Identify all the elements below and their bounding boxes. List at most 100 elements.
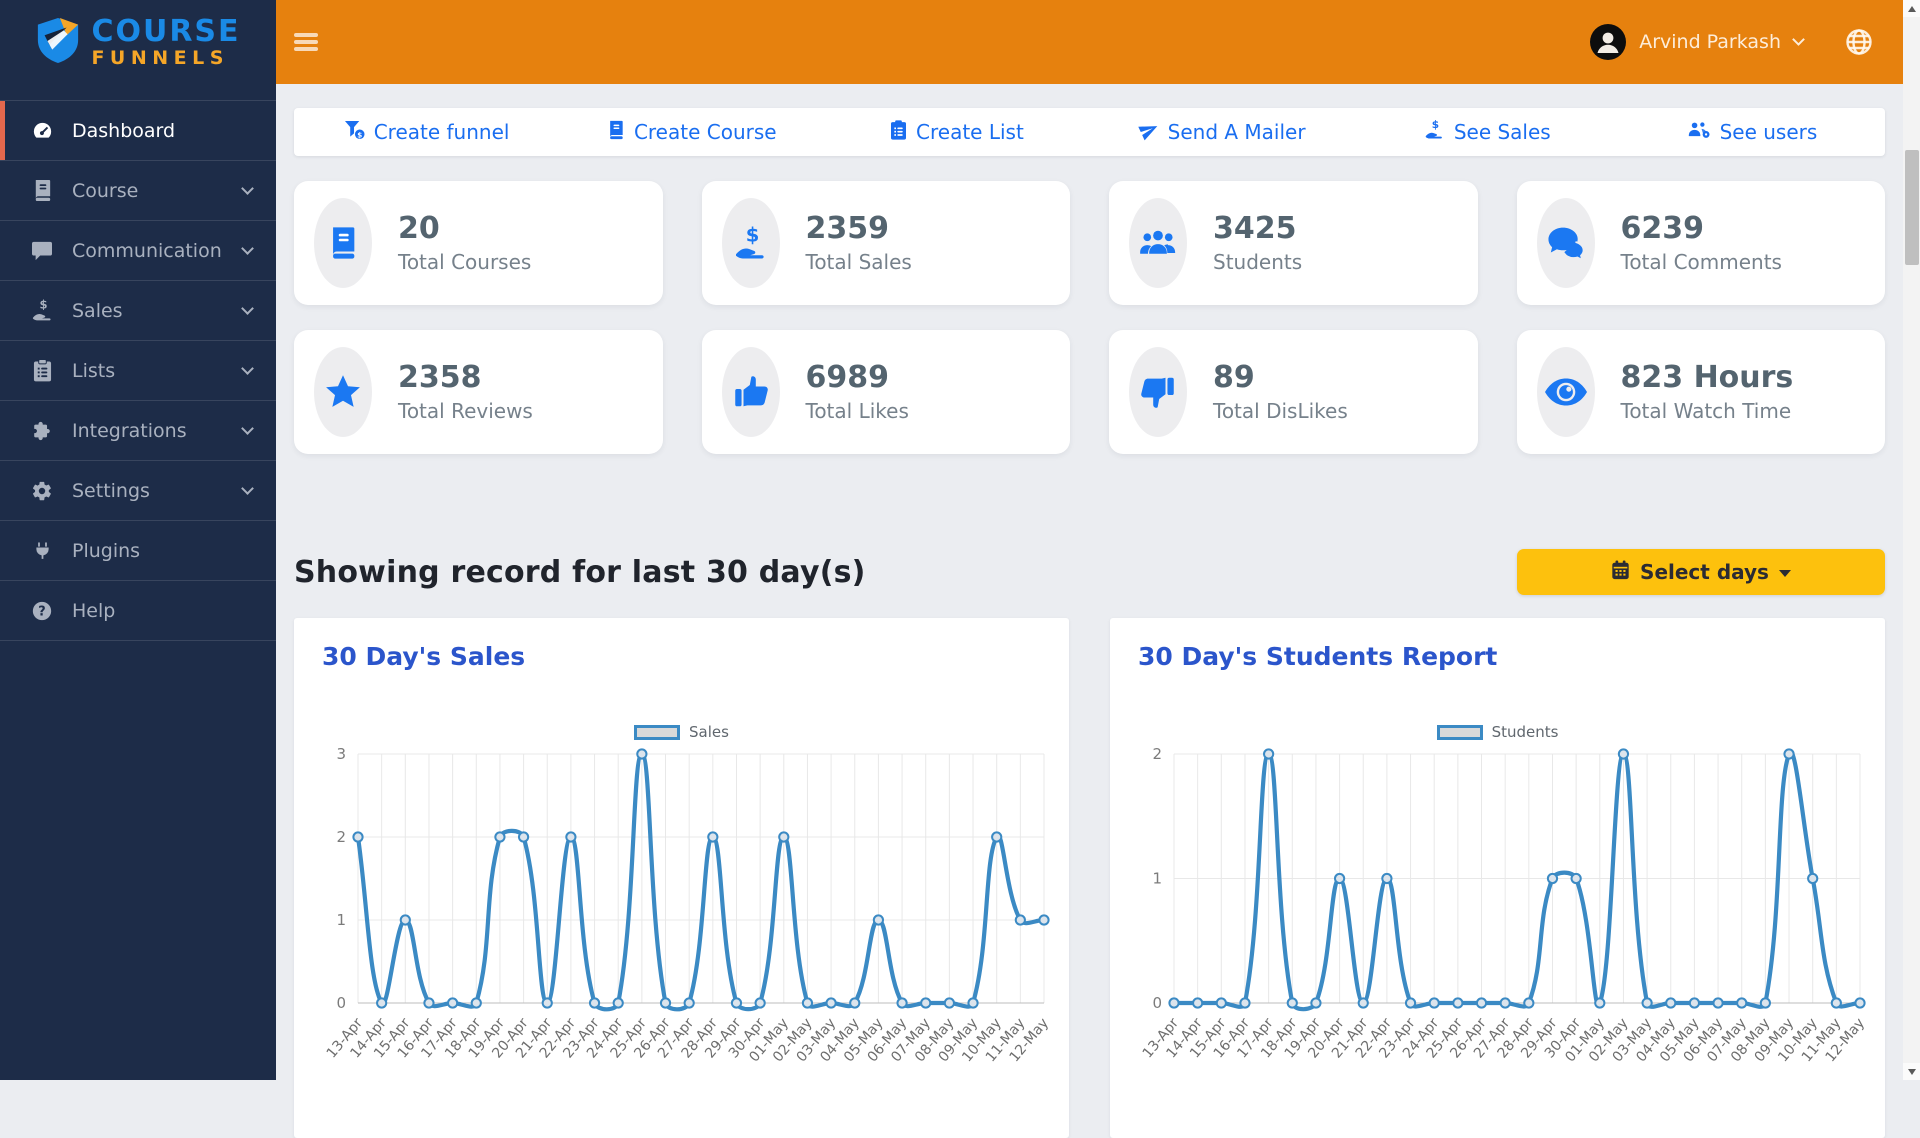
- students-chart-legend[interactable]: Students: [1110, 723, 1885, 741]
- sidebar-item-integrations[interactable]: Integrations: [0, 401, 276, 461]
- svg-text:0: 0: [1152, 994, 1162, 1012]
- create-list-button[interactable]: Create List: [824, 120, 1089, 145]
- comment-icon: [30, 239, 54, 263]
- funnel-dollar-icon: $: [344, 120, 365, 145]
- stat-value: 6989: [806, 361, 909, 396]
- stat-value: 89: [1213, 361, 1348, 396]
- scrollbar-up-arrow[interactable]: [1903, 0, 1920, 17]
- stat-cards: 20 Total Courses $ 2359 Total Sales 3425…: [294, 181, 1885, 454]
- scrollbar-down-arrow[interactable]: [1903, 1063, 1920, 1080]
- stat-value: 2358: [398, 361, 533, 396]
- stat-value: 6239: [1621, 212, 1782, 247]
- scrollbar-thumb[interactable]: [1905, 150, 1919, 265]
- sidebar-item-label: Sales: [72, 300, 243, 322]
- thumbs-down-icon: [1129, 347, 1187, 437]
- logo-text-course: COURSE: [91, 17, 240, 47]
- users-icon: [1129, 198, 1187, 288]
- sidebar-item-dashboard[interactable]: Dashboard: [0, 101, 276, 161]
- shield-logo-icon: [35, 16, 81, 68]
- chevron-down-icon: [241, 482, 254, 495]
- stat-label: Total DisLikes: [1213, 399, 1348, 423]
- sidebar-item-label: Plugins: [72, 540, 252, 562]
- main-content: $ Create funnel Create Course Create Lis…: [276, 84, 1903, 1080]
- svg-text:3: 3: [336, 746, 346, 763]
- sidebar-item-course[interactable]: Course: [0, 161, 276, 221]
- sidebar-item-label: Course: [72, 180, 243, 202]
- sidebar-nav: Dashboard Course Communication $ Sales: [0, 100, 276, 641]
- create-funnel-button[interactable]: $ Create funnel: [294, 120, 559, 145]
- thumbs-up-icon: [722, 347, 780, 437]
- stat-label: Total Reviews: [398, 399, 533, 423]
- legend-label: Sales: [689, 723, 729, 741]
- quick-action-label: Send A Mailer: [1168, 120, 1306, 144]
- page-scrollbar[interactable]: [1903, 0, 1920, 1080]
- sidebar-item-plugins[interactable]: Plugins: [0, 521, 276, 581]
- gauge-icon: [30, 119, 54, 143]
- caret-down-icon: [1792, 33, 1805, 46]
- chevron-down-icon: [241, 422, 254, 435]
- sidebar-item-help[interactable]: ? Help: [0, 581, 276, 641]
- globe-icon[interactable]: [1845, 28, 1873, 56]
- star-icon: [314, 347, 372, 437]
- paper-plane-icon: [1139, 120, 1159, 145]
- stat-label: Total Comments: [1621, 250, 1782, 274]
- hamburger-menu-icon[interactable]: [294, 30, 318, 55]
- legend-swatch: [1437, 725, 1483, 740]
- stat-value: 2359: [806, 212, 912, 247]
- sidebar-item-label: Lists: [72, 360, 243, 382]
- stat-value: 3425: [1213, 212, 1302, 247]
- user-menu[interactable]: Arvind Parkash: [1590, 24, 1803, 60]
- users-gear-icon: [1688, 120, 1711, 144]
- logo-text-funnels: FUNNELS: [91, 49, 240, 68]
- quick-action-label: Create funnel: [374, 120, 510, 144]
- svg-text:0: 0: [336, 994, 346, 1012]
- sales-chart-title: 30 Day's Sales: [322, 642, 525, 671]
- stat-card-total-courses: 20 Total Courses: [294, 181, 663, 305]
- stat-label: Total Sales: [806, 250, 912, 274]
- svg-text:?: ?: [38, 604, 45, 619]
- svg-text:2: 2: [1152, 746, 1162, 763]
- caret-down-icon: [1779, 570, 1791, 577]
- send-mailer-button[interactable]: Send A Mailer: [1090, 120, 1355, 145]
- chevron-down-icon: [241, 182, 254, 195]
- topbar: Arvind Parkash: [276, 0, 1903, 84]
- sidebar-item-sales[interactable]: $ Sales: [0, 281, 276, 341]
- see-sales-button[interactable]: $ See Sales: [1355, 119, 1620, 145]
- create-course-button[interactable]: Create Course: [559, 120, 824, 145]
- sidebar-item-label: Integrations: [72, 420, 243, 442]
- sidebar-item-label: Settings: [72, 480, 243, 502]
- quick-action-label: Create Course: [634, 120, 777, 144]
- comments-icon: [1537, 198, 1595, 288]
- eye-icon: [1537, 347, 1595, 437]
- avatar: [1590, 24, 1626, 60]
- students-line-chart[interactable]: 01213-Apr14-Apr15-Apr16-Apr17-Apr18-Apr1…: [1110, 746, 1882, 1091]
- stat-label: Total Watch Time: [1621, 399, 1794, 423]
- plug-icon: [30, 539, 54, 563]
- students-chart-title: 30 Day's Students Report: [1138, 642, 1497, 671]
- clipboard-icon: [890, 120, 907, 145]
- select-days-button[interactable]: Select days: [1517, 549, 1885, 595]
- stat-card-watch-time: 823 Hours Total Watch Time: [1517, 330, 1886, 454]
- svg-text:1: 1: [336, 911, 346, 929]
- user-name: Arvind Parkash: [1639, 31, 1781, 53]
- stat-label: Total Courses: [398, 250, 531, 274]
- sidebar-item-label: Help: [72, 600, 252, 622]
- see-users-button[interactable]: See users: [1620, 120, 1885, 144]
- quick-action-label: See users: [1720, 120, 1818, 144]
- chevron-down-icon: [241, 302, 254, 315]
- sales-line-chart[interactable]: 012313-Apr14-Apr15-Apr16-Apr17-Apr18-Apr…: [294, 746, 1066, 1091]
- sidebar-item-communication[interactable]: Communication: [0, 221, 276, 281]
- svg-text:1: 1: [1152, 870, 1162, 888]
- sidebar-item-lists[interactable]: Lists: [0, 341, 276, 401]
- svg-text:2: 2: [336, 828, 346, 846]
- sidebar-item-label: Dashboard: [72, 120, 252, 142]
- stat-value: 20: [398, 212, 531, 247]
- chevron-down-icon: [241, 362, 254, 375]
- sales-chart-legend[interactable]: Sales: [294, 723, 1069, 741]
- puzzle-icon: [30, 419, 54, 443]
- records-heading: Showing record for last 30 day(s): [294, 555, 866, 590]
- records-section-header: Showing record for last 30 day(s) Select…: [294, 549, 1885, 595]
- sidebar-item-settings[interactable]: Settings: [0, 461, 276, 521]
